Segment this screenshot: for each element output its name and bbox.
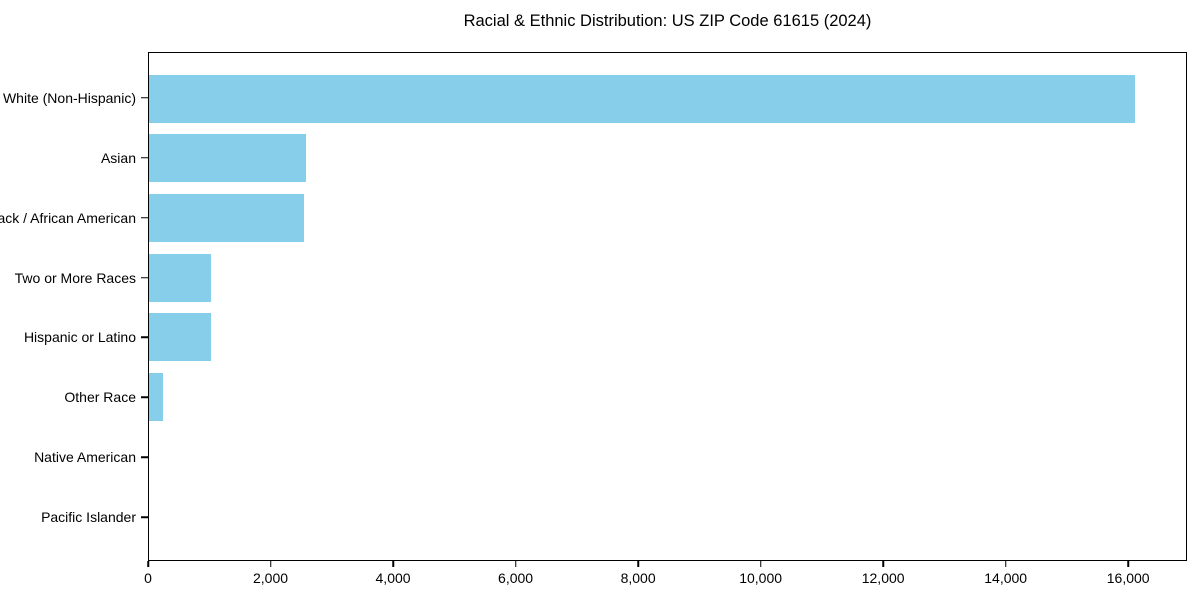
bar-row bbox=[149, 69, 1186, 129]
y-tick-row: Black / African American bbox=[0, 188, 148, 248]
x-tick-mark bbox=[392, 561, 394, 567]
plot-area bbox=[148, 52, 1187, 561]
bar bbox=[149, 74, 1136, 123]
x-tick-mark bbox=[1004, 561, 1007, 567]
bar bbox=[149, 194, 304, 243]
x-tick-mark bbox=[269, 561, 272, 567]
y-axis-labels: White (Non-Hispanic) Asian Black / African… bbox=[0, 52, 148, 561]
x-tick-label: 2,000 bbox=[252, 570, 289, 586]
y-tick-label: Native American bbox=[34, 449, 136, 466]
y-tick-row: Pacific Islander bbox=[0, 487, 148, 547]
y-tick-mark bbox=[141, 456, 148, 458]
x-tick-mark bbox=[882, 561, 884, 567]
y-tick-label: White (Non-Hispanic) bbox=[2, 89, 136, 106]
y-tick-label: Asian bbox=[100, 149, 136, 166]
bar-row bbox=[149, 308, 1186, 368]
x-tick-mark bbox=[637, 561, 639, 567]
x-tick-mark bbox=[1127, 561, 1129, 567]
bar bbox=[149, 372, 164, 421]
y-tick-label: Hispanic or Latino bbox=[23, 329, 136, 346]
y-tick-row: Asian bbox=[0, 128, 148, 188]
y-tick-mark bbox=[141, 516, 148, 518]
y-tick-label: Other Race bbox=[64, 389, 136, 406]
x-tick-label: 12,000 bbox=[861, 570, 905, 586]
y-tick-row: Two or More Races bbox=[0, 248, 148, 308]
bar-row bbox=[149, 248, 1186, 308]
bar bbox=[149, 134, 307, 183]
x-tick-label: 6,000 bbox=[498, 570, 534, 586]
y-tick-label: Pacific Islander bbox=[41, 509, 136, 526]
x-tick-label: 10,000 bbox=[739, 570, 783, 586]
bar-row bbox=[149, 188, 1186, 248]
x-tick-mark bbox=[759, 561, 762, 567]
bar-row bbox=[149, 427, 1186, 487]
y-tick-mark bbox=[141, 216, 148, 219]
x-tick-label: 0 bbox=[144, 570, 152, 586]
bar-row bbox=[149, 486, 1186, 546]
bar bbox=[149, 313, 211, 362]
x-tick-label: 14,000 bbox=[984, 570, 1028, 586]
y-tick-mark bbox=[141, 157, 148, 159]
bar-row bbox=[149, 129, 1186, 189]
x-axis: 0 2,000 4,000 6,000 8,000 10,000 12,000 14,000 1… bbox=[144, 561, 1187, 595]
x-tick-label: 4,000 bbox=[375, 570, 411, 586]
y-tick-mark bbox=[141, 336, 148, 339]
y-tick-mark bbox=[141, 97, 148, 99]
y-tick-row: Native American bbox=[0, 427, 148, 487]
x-tick-mark bbox=[514, 561, 517, 567]
y-tick-mark bbox=[141, 396, 148, 399]
y-tick-label: Black / African American bbox=[0, 209, 136, 226]
chart-title: Racial & Ethnic Distribution: US ZIP Cod… bbox=[463, 12, 872, 30]
bar-series bbox=[149, 53, 1186, 560]
y-tick-row: White (Non-Hispanic) bbox=[0, 68, 148, 128]
y-tick-row: Other Race bbox=[0, 367, 148, 427]
x-tick-mark bbox=[147, 561, 149, 567]
y-tick-label: Two or More Races bbox=[14, 269, 136, 286]
x-tick-label: 8,000 bbox=[620, 570, 656, 586]
bar-row bbox=[149, 367, 1186, 427]
bar bbox=[149, 253, 211, 302]
x-tick-label: 16,000 bbox=[1106, 570, 1150, 586]
y-tick-row: Hispanic or Latino bbox=[0, 308, 148, 368]
y-tick-mark bbox=[141, 276, 148, 279]
